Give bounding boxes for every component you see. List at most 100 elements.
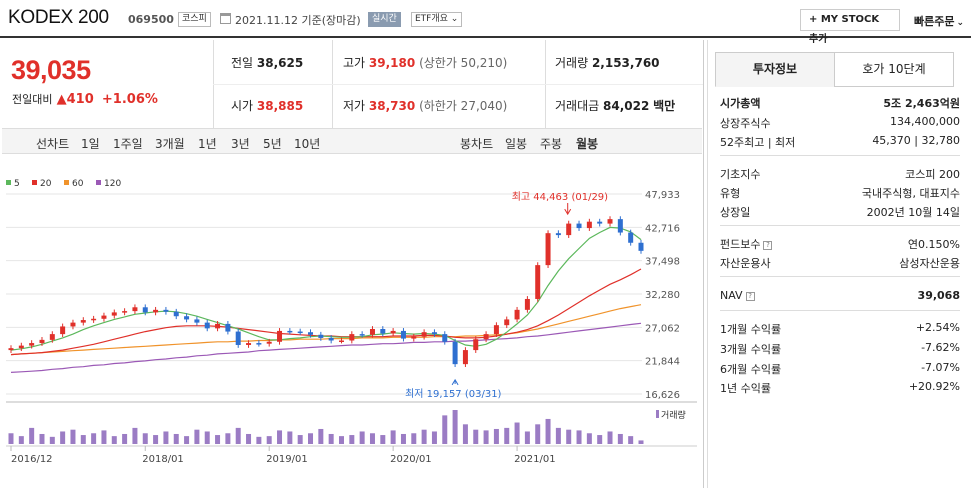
volume-bar (266, 436, 272, 444)
moving-averages (10, 226, 642, 373)
side-panel: 투자정보 호가 10단계 시가총액 5조 2,463억원 상장주식수 134,400… (707, 40, 971, 488)
fee-value: 연0.150% (907, 238, 960, 251)
low-value: 38,730 (368, 99, 416, 113)
candle-body (70, 322, 76, 327)
market-cap-label: 시가총액 (720, 97, 761, 110)
candle-body (369, 329, 375, 335)
period-10y[interactable]: 10년 (294, 137, 321, 151)
shares-row: 상장주식수 134,400,000 (720, 115, 960, 131)
high-value: 39,180 (368, 56, 416, 70)
period-1d[interactable]: 1일 (81, 137, 100, 151)
candle-body (184, 316, 190, 320)
chart-legend: 5 20 60 120 (6, 179, 121, 189)
manager-row: 자산운용사 삼성자산운용 (720, 255, 960, 271)
shares-label: 상장주식수 (720, 117, 771, 130)
candle-weekly[interactable]: 주봉 (540, 137, 563, 151)
candle-body (297, 331, 303, 334)
candle-body (349, 334, 355, 341)
candle-body (555, 233, 561, 236)
volume-bar (535, 424, 541, 444)
lower-limit: (하한가 27,040) (419, 99, 508, 113)
fee-row: 펀드보수? 연0.150% (720, 236, 960, 252)
x-axis: 2016/12 2018/01 2019/01 2020/01 2021/01 (6, 445, 697, 465)
volume-bar (442, 415, 448, 444)
return-row: 1개월 수익률 +2.54% (720, 321, 960, 337)
candle-body (308, 332, 314, 335)
manager-value: 삼성자산운용 (899, 257, 960, 270)
quick-order-button[interactable]: 빠른주문 ⌄ (914, 13, 964, 29)
tab-orderbook[interactable]: 호가 10단계 (834, 52, 954, 87)
candle-body (194, 319, 200, 323)
volume-bar (277, 430, 283, 444)
volume-bar (132, 427, 138, 444)
volume-bar (586, 433, 592, 444)
annotation-low: 최저 19,157 (03/31) (405, 388, 501, 400)
add-my-stock-button[interactable]: + MY STOCK 추가 (800, 9, 900, 45)
candle-body (431, 332, 437, 335)
candle-body (235, 331, 241, 345)
candle-chart-label: 봉차트 (460, 137, 494, 151)
ma60-line (10, 304, 642, 356)
candle-body (442, 334, 448, 342)
period-3y[interactable]: 3년 (231, 137, 250, 151)
volume-bar (8, 433, 14, 444)
volume-bar (483, 430, 489, 444)
etf-overview-dropdown[interactable]: ETF개요 ⌄ (411, 12, 463, 27)
shares-value: 134,400,000 (890, 115, 960, 128)
x-tick-label: 2018/01 (142, 454, 184, 465)
volume-bar (287, 431, 293, 444)
candle-body (328, 337, 334, 341)
volume-bar (111, 436, 117, 444)
period-1w[interactable]: 1주일 (113, 137, 143, 151)
candles (8, 216, 644, 368)
price-chart: 5 20 60 120 47,933 42,716 37,498 32,280 27,062 2… (6, 179, 697, 465)
volume-bar (390, 430, 396, 444)
upper-limit: (상한가 50,210) (419, 56, 508, 70)
volume-bar (349, 435, 355, 444)
return-label: 1년 수익률 (720, 382, 771, 395)
realtime-badge[interactable]: 실시간 (368, 12, 401, 27)
candle-daily[interactable]: 일봉 (505, 137, 528, 151)
type-row: 유형 국내주식형, 대표지수 (720, 185, 960, 201)
y-tick-label: 16,626 (645, 390, 680, 401)
tab-invest-info[interactable]: 투자정보 (715, 52, 835, 87)
volume-bar (628, 436, 634, 444)
nav-label: NAV (720, 289, 743, 302)
up-arrow-icon: ▲ (56, 92, 67, 107)
volume-bar (411, 433, 417, 444)
volume: 거래량 2,153,760 (555, 54, 660, 71)
volume-bar (173, 433, 179, 444)
help-icon[interactable]: ? (745, 291, 755, 301)
amount-label: 거래대금 (555, 99, 600, 113)
legend-swatch (64, 180, 69, 185)
help-icon[interactable]: ? (763, 240, 773, 250)
volume-bar (122, 433, 128, 444)
volume-bar (462, 424, 468, 444)
candle-body (359, 334, 365, 336)
week52-label: 52주최고 | 최저 (720, 136, 796, 149)
market-badge: 코스피 (178, 12, 211, 27)
low-price: 저가 38,730 (하한가 27,040) (343, 97, 507, 114)
candle-body (504, 319, 510, 326)
candle-monthly[interactable]: 월봉 (576, 137, 599, 151)
period-5y[interactable]: 5년 (263, 137, 282, 151)
y-axis: 47,933 42,716 37,498 32,280 27,062 21,844 16,6… (645, 190, 680, 401)
period-1y[interactable]: 1년 (198, 137, 217, 151)
volume-bar (18, 436, 24, 444)
base-index-value: 코스피 200 (905, 168, 960, 181)
candle-body (111, 312, 117, 316)
volume-bar (473, 429, 479, 444)
volume-bar (452, 410, 458, 444)
volume-value: 2,153,760 (591, 56, 660, 70)
manager-label: 자산운용사 (720, 257, 771, 270)
calendar-icon (220, 13, 231, 24)
volume-bar (566, 429, 572, 444)
candle-body (617, 219, 623, 233)
high-label: 고가 (343, 56, 366, 70)
period-3m[interactable]: 3개월 (155, 137, 185, 151)
type-value: 국내주식형, 대표지수 (861, 187, 960, 200)
volume-bar (184, 436, 190, 444)
x-tick-label: 2016/12 (11, 454, 53, 465)
candle-body (132, 307, 138, 312)
arrow-up-icon (451, 378, 459, 386)
